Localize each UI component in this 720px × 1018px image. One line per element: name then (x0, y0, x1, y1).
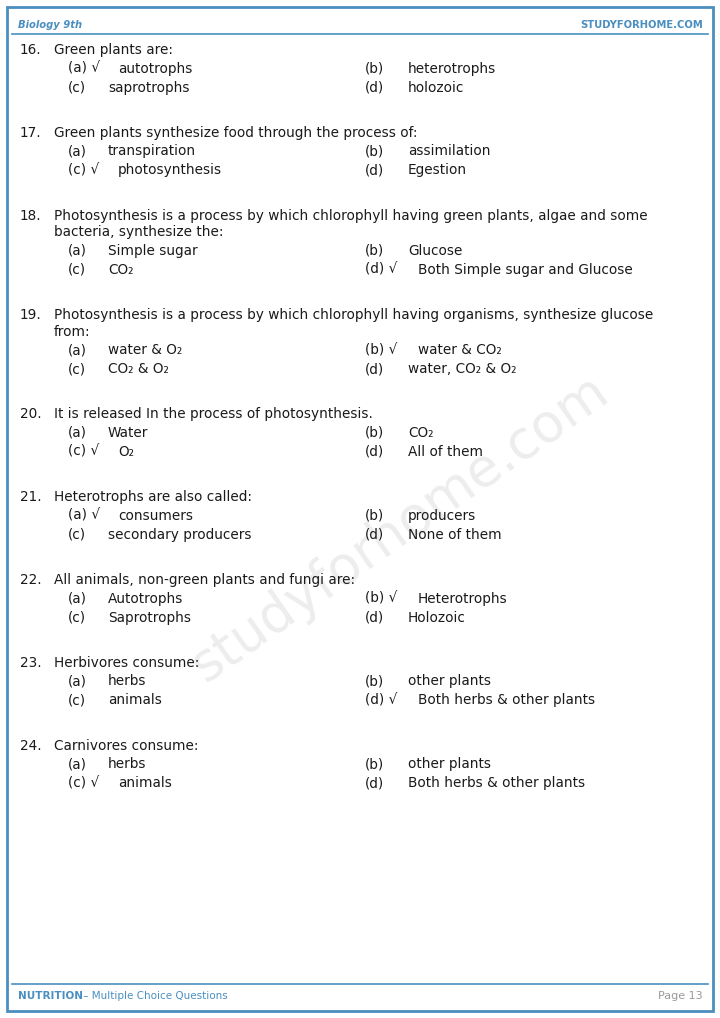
Text: (a): (a) (68, 243, 87, 258)
Text: Egestion: Egestion (408, 163, 467, 177)
Text: 17.: 17. (20, 126, 42, 139)
Text: Herbivores consume:: Herbivores consume: (54, 656, 199, 670)
Text: Green plants are:: Green plants are: (54, 43, 173, 57)
Text: assimilation: assimilation (408, 145, 490, 159)
Text: (c): (c) (68, 693, 86, 708)
Text: Green plants synthesize food through the process of:: Green plants synthesize food through the… (54, 126, 418, 139)
Text: 22.: 22. (20, 573, 42, 587)
Text: consumers: consumers (118, 509, 193, 522)
Text: CO₂: CO₂ (108, 263, 133, 277)
Text: – Multiple Choice Questions: – Multiple Choice Questions (80, 991, 228, 1001)
Text: bacteria, synthesize the:: bacteria, synthesize the: (54, 225, 223, 239)
Text: (a) √: (a) √ (68, 509, 100, 522)
Text: CO₂: CO₂ (408, 426, 433, 440)
Text: holozoic: holozoic (408, 80, 464, 95)
Text: (b): (b) (365, 426, 384, 440)
Text: (d): (d) (365, 163, 384, 177)
Text: (d): (d) (365, 445, 384, 459)
Text: (a): (a) (68, 145, 87, 159)
Text: heterotrophs: heterotrophs (408, 61, 496, 75)
Text: (c): (c) (68, 263, 86, 277)
Text: (a): (a) (68, 591, 87, 606)
Text: (c): (c) (68, 362, 86, 376)
Text: (a): (a) (68, 757, 87, 772)
Text: (c): (c) (68, 80, 86, 95)
Text: studyforhome.com: studyforhome.com (181, 364, 618, 691)
Text: herbs: herbs (108, 674, 146, 688)
Text: Both herbs & other plants: Both herbs & other plants (408, 776, 585, 790)
Text: (b): (b) (365, 145, 384, 159)
Text: Photosynthesis is a process by which chlorophyll having green plants, algae and : Photosynthesis is a process by which chl… (54, 209, 647, 223)
Text: NUTRITION: NUTRITION (18, 991, 83, 1001)
Text: Photosynthesis is a process by which chlorophyll having organisms, synthesize gl: Photosynthesis is a process by which chl… (54, 308, 653, 322)
Text: Heterotrophs: Heterotrophs (418, 591, 508, 606)
Text: water, CO₂ & O₂: water, CO₂ & O₂ (408, 362, 516, 376)
Text: (a): (a) (68, 426, 87, 440)
Text: All of them: All of them (408, 445, 483, 459)
Text: Glucose: Glucose (408, 243, 462, 258)
Text: 18.: 18. (20, 209, 42, 223)
Text: Both Simple sugar and Glucose: Both Simple sugar and Glucose (418, 263, 633, 277)
Text: Carnivores consume:: Carnivores consume: (54, 739, 199, 752)
Text: from:: from: (54, 325, 91, 339)
Text: (b): (b) (365, 757, 384, 772)
Text: 24.: 24. (20, 739, 42, 752)
Text: (c): (c) (68, 527, 86, 542)
Text: other plants: other plants (408, 757, 491, 772)
Text: All animals, non-green plants and fungi are:: All animals, non-green plants and fungi … (54, 573, 355, 587)
Text: O₂: O₂ (118, 445, 134, 459)
Text: transpiration: transpiration (108, 145, 196, 159)
Text: 16.: 16. (20, 43, 42, 57)
Text: Heterotrophs are also called:: Heterotrophs are also called: (54, 490, 252, 504)
Text: autotrophs: autotrophs (118, 61, 192, 75)
Text: animals: animals (118, 776, 172, 790)
Text: (a): (a) (68, 343, 87, 357)
Text: Water: Water (108, 426, 148, 440)
Text: (c) √: (c) √ (68, 445, 99, 459)
Text: Both herbs & other plants: Both herbs & other plants (418, 693, 595, 708)
Text: water & CO₂: water & CO₂ (418, 343, 502, 357)
Text: (d): (d) (365, 80, 384, 95)
Text: It is released In the process of photosynthesis.: It is released In the process of photosy… (54, 407, 373, 421)
Text: saprotrophs: saprotrophs (108, 80, 189, 95)
Text: STUDYFORHOME.COM: STUDYFORHOME.COM (580, 20, 703, 30)
Text: 20.: 20. (20, 407, 42, 421)
Text: (d): (d) (365, 527, 384, 542)
Text: Saprotrophs: Saprotrophs (108, 611, 191, 624)
Text: (b) √: (b) √ (365, 591, 397, 606)
Text: Holozoic: Holozoic (408, 611, 466, 624)
Text: (d) √: (d) √ (365, 263, 397, 277)
Text: other plants: other plants (408, 674, 491, 688)
Text: 21.: 21. (20, 490, 42, 504)
Text: secondary producers: secondary producers (108, 527, 251, 542)
Text: (c): (c) (68, 611, 86, 624)
Text: None of them: None of them (408, 527, 502, 542)
FancyBboxPatch shape (7, 7, 713, 1011)
Text: herbs: herbs (108, 757, 146, 772)
Text: Autotrophs: Autotrophs (108, 591, 184, 606)
Text: (c) √: (c) √ (68, 776, 99, 790)
Text: (d): (d) (365, 611, 384, 624)
Text: (b): (b) (365, 243, 384, 258)
Text: (a): (a) (68, 674, 87, 688)
Text: 19.: 19. (20, 308, 42, 322)
Text: (b): (b) (365, 674, 384, 688)
Text: animals: animals (108, 693, 162, 708)
Text: (b): (b) (365, 509, 384, 522)
Text: Page 13: Page 13 (658, 991, 703, 1001)
Text: photosynthesis: photosynthesis (118, 163, 222, 177)
Text: Biology 9th: Biology 9th (18, 20, 82, 30)
Text: CO₂ & O₂: CO₂ & O₂ (108, 362, 169, 376)
Text: Simple sugar: Simple sugar (108, 243, 197, 258)
Text: (d): (d) (365, 362, 384, 376)
Text: 23.: 23. (20, 656, 42, 670)
Text: (a) √: (a) √ (68, 61, 100, 75)
Text: (d) √: (d) √ (365, 693, 397, 708)
Text: producers: producers (408, 509, 476, 522)
Text: (d): (d) (365, 776, 384, 790)
Text: (c) √: (c) √ (68, 163, 99, 177)
Text: (b): (b) (365, 61, 384, 75)
Text: (b) √: (b) √ (365, 343, 397, 357)
Text: water & O₂: water & O₂ (108, 343, 182, 357)
